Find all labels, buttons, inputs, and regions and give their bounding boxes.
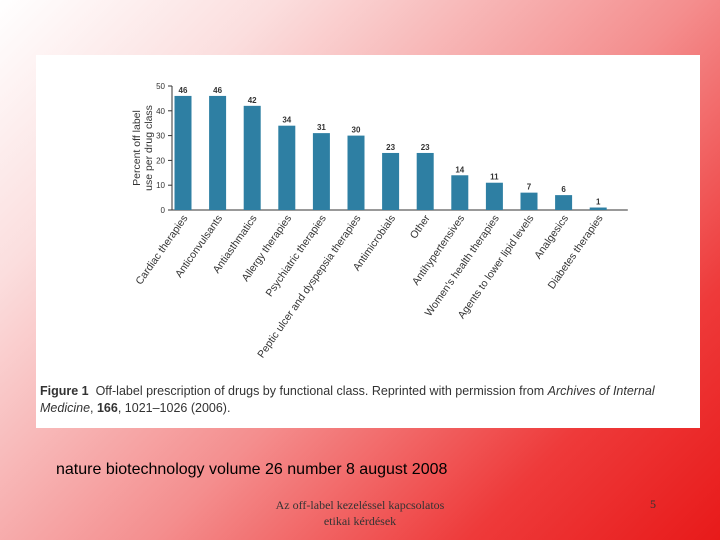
bar	[209, 95, 227, 210]
bar-value-label: 34	[282, 116, 291, 125]
bar-value-label: 11	[490, 173, 499, 182]
page-number: 5	[650, 497, 656, 511]
y-tick-label: 10	[156, 181, 165, 190]
bar	[278, 125, 296, 210]
bar-value-label: 6	[561, 185, 566, 194]
bar-chart: 0 10 20 30 40 50 Percent off labeluse per drug…	[131, 82, 628, 360]
caption-pages-year: 1021–1026 (2006).	[124, 401, 231, 415]
bar	[174, 95, 192, 210]
y-axis-label: Percent off labeluse per drug class	[131, 105, 155, 191]
footer-title: Az off-label kezeléssel kapcsolatos etik…	[240, 497, 480, 529]
category-label: Analgesics	[532, 213, 571, 261]
bar	[485, 182, 503, 210]
caption-figure-label: Figure 1	[40, 384, 89, 398]
bar	[555, 195, 573, 210]
bar-value-label: 46	[213, 86, 222, 95]
category-label: Other	[408, 212, 433, 241]
bar	[451, 175, 469, 210]
bar-value-label: 30	[352, 126, 361, 135]
y-tick-label: 0	[161, 206, 166, 215]
bar	[312, 133, 330, 210]
caption-text: Off-label prescription of drugs by funct…	[95, 384, 545, 398]
bar	[347, 135, 365, 210]
bar-value-label: 23	[386, 143, 395, 152]
bar-value-label: 23	[421, 143, 430, 152]
figure-panel: 0 10 20 30 40 50 Percent off labeluse per drug…	[36, 55, 700, 428]
bar-value-label: 31	[317, 123, 326, 132]
source-line: nature biotechnology volume 26 number 8 …	[56, 461, 448, 478]
y-tick-label: 30	[156, 132, 165, 141]
footer-title-line-2: etikai kérdések	[323, 514, 397, 528]
bar	[382, 152, 400, 210]
bar-value-label: 7	[527, 183, 532, 192]
figure-caption: Figure 1 Off-label prescription of drugs…	[40, 384, 655, 415]
caption-journal: Archives of Internal Medicine	[40, 384, 655, 415]
bar-value-label: 46	[179, 86, 188, 95]
bar	[589, 207, 607, 210]
category-label: Psychiatric therapies	[263, 213, 328, 299]
y-tick-label: 40	[156, 107, 165, 116]
bar-value-label: 42	[248, 96, 257, 105]
bar	[243, 105, 261, 210]
bar-value-label: 14	[455, 165, 464, 174]
bar-value-label: 1	[596, 198, 601, 207]
bar	[416, 152, 434, 210]
footer-title-line-1: Az off-label kezeléssel kapcsolatos	[275, 498, 445, 512]
caption-volume: 166	[96, 401, 118, 415]
y-tick-label: 20	[156, 156, 165, 165]
bar	[520, 192, 538, 210]
y-tick-label: 50	[156, 82, 165, 91]
